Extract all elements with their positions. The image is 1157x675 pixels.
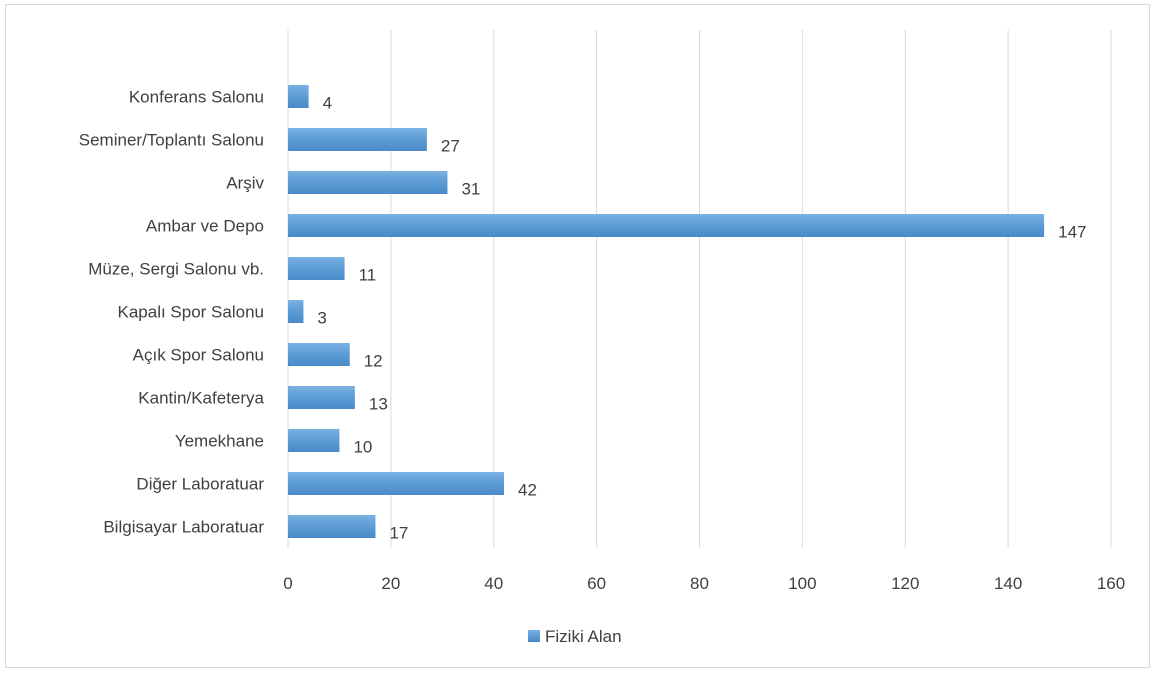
bar-kantin-kafeterya (288, 386, 355, 409)
data-label-diger-laboratuar: 42 (518, 481, 537, 500)
data-label-yemekhane: 10 (353, 438, 372, 457)
category-label-konferans-salonu: Konferans Salonu (129, 88, 264, 107)
x-tick-label-60: 60 (587, 574, 606, 593)
x-tick-label-120: 120 (891, 574, 919, 593)
category-label-arsiv: Arşiv (226, 174, 264, 193)
data-label-kantin-kafeterya: 13 (369, 395, 388, 414)
category-label-diger-laboratuar: Diğer Laboratuar (136, 475, 264, 494)
bars (288, 85, 1045, 538)
category-label-muze-sergi-salonu-vb: Müze, Sergi Salonu vb. (88, 260, 264, 279)
data-label-acik-spor-salonu: 12 (364, 352, 383, 371)
bar-muze-sergi-salonu-vb (288, 257, 345, 280)
bar-arsiv (288, 171, 448, 194)
category-label-acik-spor-salonu: Açık Spor Salonu (133, 346, 264, 365)
x-tick-label-140: 140 (994, 574, 1022, 593)
category-label-bilgisayar-laboratuar: Bilgisayar Laboratuar (103, 518, 264, 537)
bar-bilgisayar-laboratuar (288, 515, 376, 538)
category-label-yemekhane: Yemekhane (175, 432, 264, 451)
category-label-ambar-ve-depo: Ambar ve Depo (146, 217, 264, 236)
data-label-bilgisayar-laboratuar: 17 (389, 524, 408, 543)
x-tick-label-40: 40 (484, 574, 503, 593)
bar-kapali-spor-salonu (288, 300, 304, 323)
data-label-konferans-salonu: 4 (323, 94, 332, 113)
x-tick-label-100: 100 (788, 574, 816, 593)
legend: Fiziki Alan (528, 627, 622, 646)
labels: 0 20 40 60 80 100 120 140 160 Konferans Salonu 4 Se… (79, 88, 1125, 594)
category-label-kantin-kafeterya: Kantin/Kafeterya (138, 389, 264, 408)
category-label-kapali-spor-salonu: Kapalı Spor Salonu (118, 303, 265, 322)
data-label-muze-sergi-salonu-vb: 11 (359, 266, 377, 285)
data-label-seminer-toplanti-salonu: 27 (441, 137, 460, 156)
x-tick-label-20: 20 (381, 574, 400, 593)
legend-label-fiziki-alan: Fiziki Alan (545, 627, 622, 646)
legend-swatch-fiziki-alan (528, 630, 540, 642)
data-label-arsiv: 31 (461, 180, 480, 199)
bar-diger-laboratuar (288, 472, 505, 495)
category-label-seminer-toplanti-salonu: Seminer/Toplantı Salonu (79, 131, 264, 150)
data-label-ambar-ve-depo: 147 (1058, 223, 1086, 242)
gridlines (287, 30, 1112, 548)
bar-konferans-salonu (288, 85, 309, 108)
bar-acik-spor-salonu (288, 343, 350, 366)
x-tick-label-160: 160 (1097, 574, 1125, 593)
bar-seminer-toplanti-salonu (288, 128, 427, 151)
bar-yemekhane (288, 429, 340, 452)
chart-frame (5, 4, 1150, 668)
bar-ambar-ve-depo (288, 214, 1045, 237)
x-tick-label-80: 80 (690, 574, 709, 593)
x-tick-label-0: 0 (283, 574, 292, 593)
data-label-kapali-spor-salonu: 3 (317, 309, 326, 328)
